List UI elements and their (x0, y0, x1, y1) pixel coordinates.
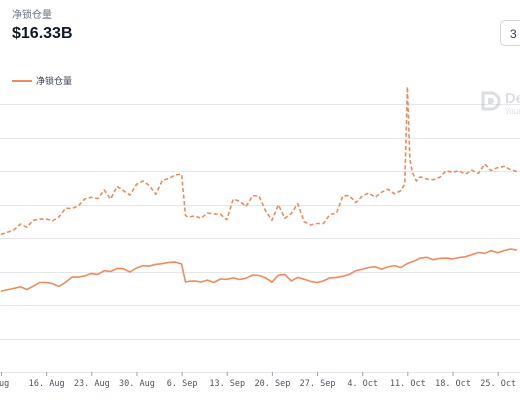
defillama-logo-icon (481, 91, 501, 111)
metric-value: $16.33B (12, 25, 73, 42)
legend-swatch (12, 79, 32, 82)
metric-label: 净锁仓量 (12, 10, 52, 21)
series-line-solid (0, 248, 518, 292)
x-tick-label: 23. Aug (74, 379, 110, 389)
x-tick-label: 13. Sep (209, 379, 245, 389)
x-tick-label: 18. Oct (435, 379, 471, 389)
series-line-dashed (0, 86, 518, 236)
x-tick-label: 6. Sep (167, 379, 198, 389)
watermark-tagline: Your (504, 107, 520, 116)
x-tick-label: 4. Oct (347, 379, 378, 389)
time-range-button[interactable]: 3 (500, 20, 520, 46)
watermark-name: De (504, 90, 520, 107)
x-tick-label: 30. Aug (119, 379, 155, 389)
x-tick-label: 20. Sep (254, 379, 290, 389)
watermark: De Your (480, 90, 520, 116)
legend-label: 净锁仓量 (36, 76, 73, 86)
x-tick-label: Aug (0, 379, 9, 389)
metric-header: 净锁仓量 $16.33B (12, 10, 73, 45)
x-tick-label: 27. Sep (300, 379, 336, 389)
x-tick-label: 16. Aug (29, 379, 65, 389)
x-tick-label: 11. Oct (390, 379, 426, 389)
x-tick-label: 25. Oct (480, 379, 516, 389)
chart-legend[interactable]: 净锁仓量 (12, 74, 72, 87)
